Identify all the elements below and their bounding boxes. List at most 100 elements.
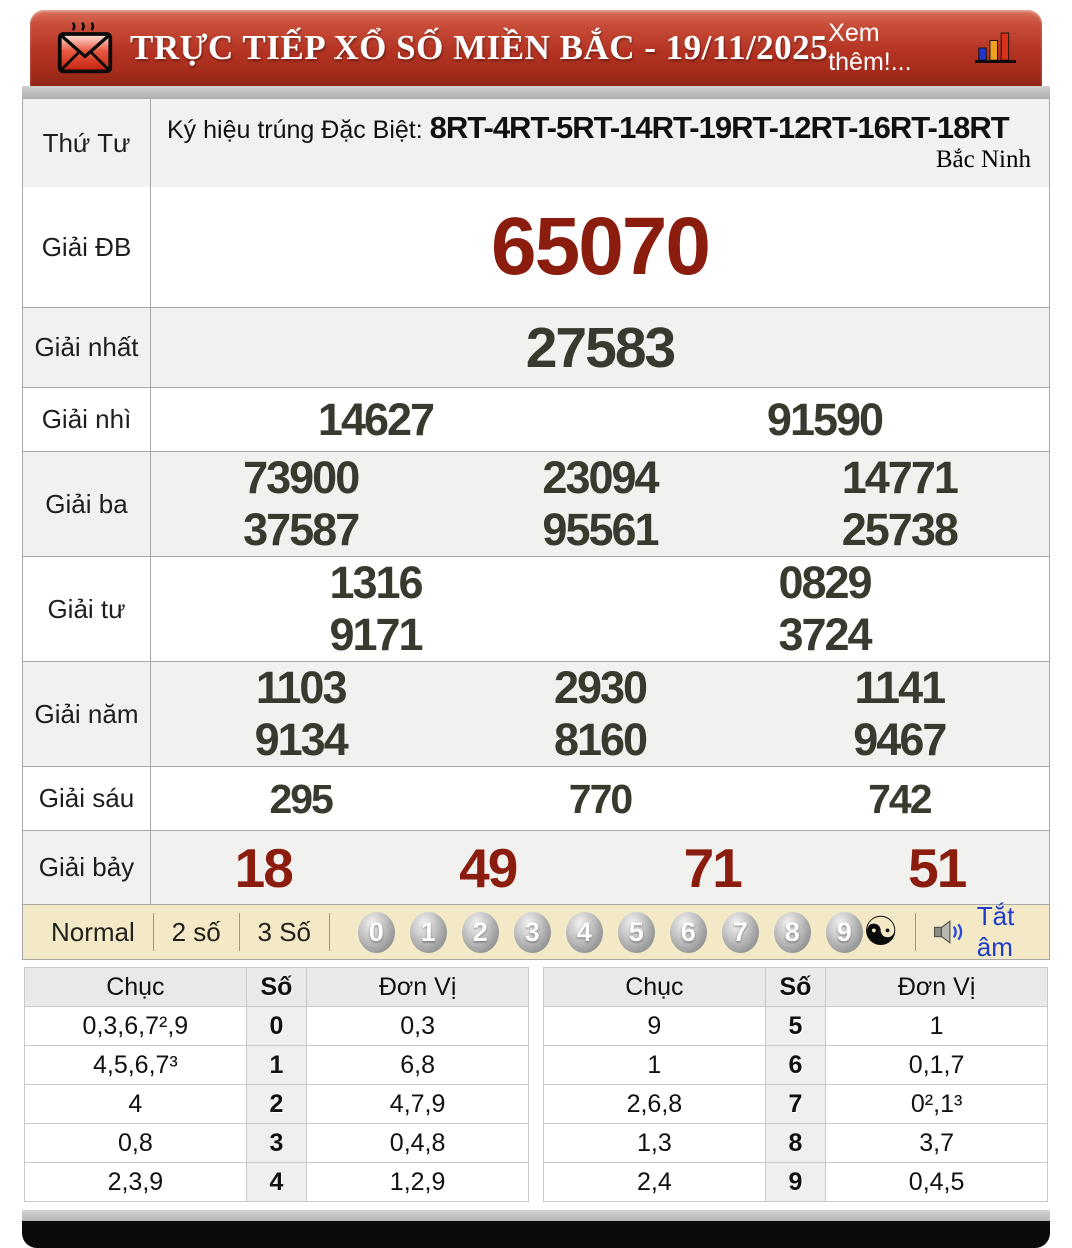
prize-numbers: 14627 91590 bbox=[151, 388, 1049, 451]
stats-header-so: Số bbox=[764, 967, 827, 1007]
mode-normal[interactable]: Normal bbox=[51, 916, 135, 947]
stats-table-right: Chục Số Đơn Vị 9 5 1 1 6 0,1,7 2,6,8 7 0²,1³ 1,3 8 3,7… bbox=[543, 967, 1048, 1202]
digit-button-4[interactable]: 4 bbox=[565, 911, 603, 953]
prize-row-tu: Giải tư 1316 0829 9171 3724 bbox=[23, 556, 1049, 661]
digit-cell: 9 bbox=[764, 1162, 827, 1202]
stats-table-left: Chục Số Đơn Vị 0,3,6,7²,9 0 0,3 4,5,6,7³ 1 6,8 4 2… bbox=[24, 967, 529, 1202]
tens-cell: 2,6,8 bbox=[543, 1084, 766, 1124]
digit-cell: 0 bbox=[245, 1006, 308, 1046]
stats-row: 1,3 8 3,7 bbox=[543, 1123, 1048, 1163]
prize-number: 14627 bbox=[317, 393, 435, 445]
prize-number: 37587 bbox=[243, 504, 360, 555]
prize-row-sau: Giải sáu 295 770 742 bbox=[23, 766, 1049, 830]
digit-button-0[interactable]: 0 bbox=[357, 911, 395, 953]
speaker-icon bbox=[934, 920, 963, 944]
digit-cell: 8 bbox=[764, 1123, 827, 1163]
toolbar-divider bbox=[152, 913, 154, 951]
prize-number: 73900 bbox=[243, 452, 360, 503]
head-tail-stats: Chục Số Đơn Vị 0,3,6,7²,9 0 0,3 4,5,6,7³ 1 6,8 4 2… bbox=[22, 960, 1050, 1210]
stats-header-chuc: Chục bbox=[543, 967, 766, 1007]
digit-cell: 6 bbox=[764, 1045, 827, 1085]
tens-cell: 4 bbox=[24, 1084, 247, 1124]
prize-row-ba: Giải ba 73900 23094 14771 37587 95561 25738 bbox=[23, 451, 1049, 556]
prize-number: 23094 bbox=[542, 452, 659, 503]
toolbar-divider bbox=[238, 913, 240, 951]
prize-label: Giải nhì bbox=[23, 388, 151, 451]
bar-chart-icon[interactable] bbox=[974, 30, 1016, 66]
prize-number: 95561 bbox=[542, 504, 659, 555]
tens-cell: 0,8 bbox=[24, 1123, 247, 1163]
prize-numbers: 27583 bbox=[151, 308, 1049, 387]
units-cell: 0,1,7 bbox=[825, 1045, 1048, 1085]
digit-button-8[interactable]: 8 bbox=[773, 911, 811, 953]
stats-row: 2,4 9 0,4,5 bbox=[543, 1162, 1048, 1202]
province-name: Bắc Ninh bbox=[935, 146, 1031, 173]
mail-envelope-icon bbox=[57, 22, 113, 74]
stats-header-donvi: Đơn Vị bbox=[825, 967, 1048, 1007]
footer-bar bbox=[22, 1221, 1050, 1248]
units-cell: 0,4,5 bbox=[825, 1162, 1048, 1202]
toolbar-divider bbox=[914, 913, 916, 951]
units-cell: 0,3 bbox=[306, 1006, 529, 1046]
draw-info-row: Thứ Tư Ký hiệu trúng Đặc Biệt: 8RT-4RT-5… bbox=[23, 99, 1049, 187]
stats-header-donvi: Đơn Vị bbox=[306, 967, 529, 1007]
digit-button-7[interactable]: 7 bbox=[721, 911, 759, 953]
stats-row: 4,5,6,7³ 1 6,8 bbox=[24, 1045, 529, 1085]
digit-button-3[interactable]: 3 bbox=[513, 911, 551, 953]
stats-row: 4 2 4,7,9 bbox=[24, 1084, 529, 1124]
prize-label: Giải nhất bbox=[23, 308, 151, 387]
digit-button-1[interactable]: 1 bbox=[409, 911, 447, 953]
tens-cell: 2,4 bbox=[543, 1162, 766, 1202]
prize-row-nam: Giải năm 1103 2930 1141 9134 8160 9467 bbox=[23, 661, 1049, 766]
prize-label: Giải ba bbox=[23, 452, 151, 556]
digit-cell: 5 bbox=[764, 1006, 827, 1046]
stats-header-chuc: Chục bbox=[24, 967, 247, 1007]
prize-numbers: 1103 2930 1141 9134 8160 9467 bbox=[151, 662, 1049, 766]
prize-number: 2930 bbox=[553, 662, 648, 713]
prize-number: 71 bbox=[683, 836, 743, 899]
units-cell: 0,4,8 bbox=[306, 1123, 529, 1163]
tens-cell: 1,3 bbox=[543, 1123, 766, 1163]
prize-number: 9134 bbox=[254, 714, 349, 765]
units-cell: 1 bbox=[825, 1006, 1048, 1046]
lottery-widget: TRỰC TIẾP XỔ SỐ MIỀN BẮC - 19/11/2025 Xe… bbox=[22, 10, 1050, 1248]
digit-cell: 1 bbox=[245, 1045, 308, 1085]
prize-numbers: 1316 0829 9171 3724 bbox=[151, 557, 1049, 661]
tens-cell: 2,3,9 bbox=[24, 1162, 247, 1202]
stats-header-row: Chục Số Đơn Vị bbox=[543, 967, 1048, 1007]
units-cell: 6,8 bbox=[306, 1045, 529, 1085]
weekday-label: Thứ Tư bbox=[23, 99, 151, 187]
yinyang-button[interactable]: ☯ bbox=[862, 909, 899, 954]
prize-label: Giải năm bbox=[23, 662, 151, 766]
prize-row-db: Giải ĐB 65070 bbox=[23, 187, 1049, 307]
digit-button-9[interactable]: 9 bbox=[825, 911, 863, 953]
prize-row-nhat: Giải nhất 27583 bbox=[23, 307, 1049, 387]
digit-button-5[interactable]: 5 bbox=[617, 911, 655, 953]
mode-3so[interactable]: 3 Số bbox=[257, 916, 312, 947]
prize-number: 18 bbox=[234, 836, 294, 899]
prize-number: 770 bbox=[568, 775, 633, 822]
symbols-caption: Ký hiệu trúng Đặc Biệt: bbox=[167, 116, 430, 144]
prize-number: 3724 bbox=[778, 609, 872, 660]
mode-2so[interactable]: 2 số bbox=[171, 916, 221, 947]
tens-cell: 0,3,6,7²,9 bbox=[24, 1006, 247, 1046]
mute-button[interactable]: Tắt âm bbox=[933, 901, 1039, 963]
stats-row: 0,8 3 0,4,8 bbox=[24, 1123, 529, 1163]
page-title: TRỰC TIẾP XỔ SỐ MIỀN BẮC - 19/11/2025 bbox=[130, 28, 829, 67]
prize-number: 1103 bbox=[255, 662, 348, 713]
digit-cell: 2 bbox=[245, 1084, 308, 1124]
prize-label: Giải bảy bbox=[23, 831, 151, 904]
special-symbols: Ký hiệu trúng Đặc Biệt: 8RT-4RT-5RT-14RT… bbox=[151, 99, 1049, 187]
prize-number: 51 bbox=[908, 836, 967, 899]
see-more-link[interactable]: Xem thêm!... bbox=[828, 19, 912, 76]
mute-label: Tắt âm bbox=[976, 901, 1015, 962]
digit-cell: 3 bbox=[245, 1123, 308, 1163]
prize-label: Giải tư bbox=[23, 557, 151, 661]
prize-number: 25738 bbox=[841, 504, 959, 555]
prize-label: Giải ĐB bbox=[23, 187, 151, 307]
digit-button-6[interactable]: 6 bbox=[669, 911, 707, 953]
digit-button-2[interactable]: 2 bbox=[461, 911, 499, 953]
